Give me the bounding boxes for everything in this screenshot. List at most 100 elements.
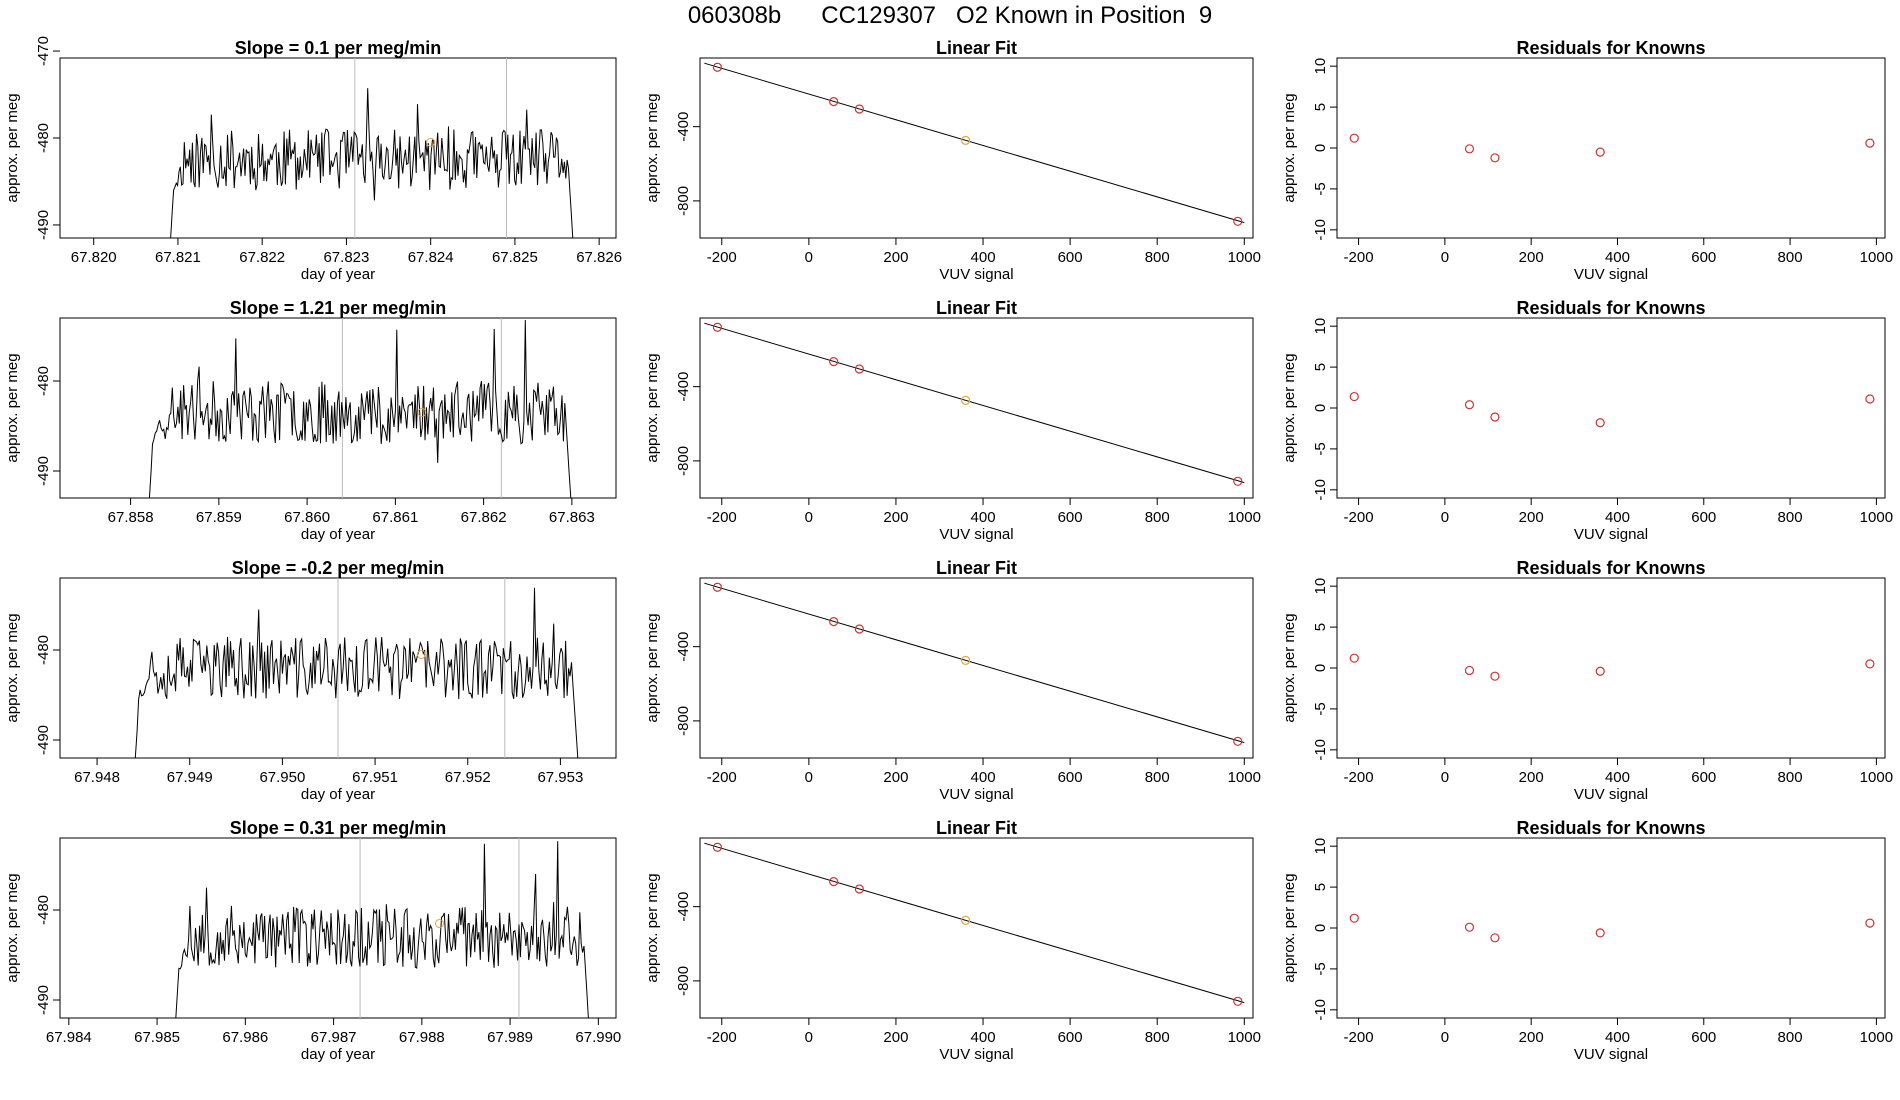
x-axis-label: day of year	[301, 1046, 375, 1063]
y-tick-label: -480	[35, 123, 52, 153]
x-tick-label: 67.985	[134, 1029, 180, 1046]
data-point	[1349, 133, 1359, 143]
x-tick-label: 600	[1058, 249, 1083, 266]
x-tick-label: 67.951	[352, 769, 398, 786]
fit-line	[704, 842, 1245, 1004]
x-axis-label: VUV signal	[1574, 786, 1648, 803]
x-tick-label: 67.861	[372, 509, 418, 526]
y-tick-label: -10	[1312, 219, 1329, 241]
x-tick-label: 200	[883, 769, 908, 786]
y-tick-label: 10	[1312, 578, 1329, 595]
x-tick-label: 400	[1605, 509, 1630, 526]
x-tick-label: 67.953	[537, 769, 583, 786]
data-point	[854, 364, 864, 374]
y-tick-label: 5	[1312, 623, 1329, 631]
x-tick-label: 67.987	[311, 1029, 357, 1046]
y-axis-label: approx. per meg	[4, 873, 21, 982]
data-trace	[148, 319, 572, 498]
data-point	[829, 357, 839, 367]
panel-title: Slope = -0.2 per meg/min	[232, 558, 445, 578]
x-axis-label: day of year	[301, 786, 375, 803]
y-axis-label: approx. per meg	[1281, 613, 1298, 722]
data-point	[712, 582, 723, 592]
data-point	[854, 104, 864, 114]
x-tick-label: 200	[883, 509, 908, 526]
y-axis-label: approx. per meg	[4, 353, 21, 462]
plot-area	[175, 838, 589, 1018]
data-point	[1595, 147, 1605, 157]
y-axis-label: approx. per meg	[644, 93, 661, 202]
y-tick-label: 5	[1312, 103, 1329, 111]
y-tick-label: -800	[675, 966, 692, 996]
x-tick-label: 67.949	[167, 769, 213, 786]
x-tick-label: 200	[1519, 769, 1544, 786]
panel-title: Slope = 0.1 per meg/min	[235, 38, 442, 58]
x-tick-label: 600	[1691, 769, 1716, 786]
panel-r4-c2: Linear Fit -200 0 200 400 600 800 1000 -800 -400 V…	[644, 818, 1261, 1063]
y-tick-label: -490	[35, 725, 52, 755]
x-tick-label: 67.948	[74, 769, 120, 786]
x-tick-label: 0	[805, 769, 813, 786]
plot-frame	[1336, 317, 1886, 499]
data-point	[1865, 138, 1875, 148]
x-tick-label: 1000	[1860, 249, 1893, 266]
data-point	[1865, 659, 1875, 669]
data-point	[1865, 394, 1875, 404]
data-point	[829, 877, 839, 887]
y-tick-label: -400	[675, 372, 692, 402]
x-tick-label: 0	[1441, 249, 1449, 266]
x-tick-label: 67.863	[549, 509, 595, 526]
x-tick-label: 800	[1778, 249, 1803, 266]
panel-title: Residuals for Knowns	[1516, 298, 1705, 318]
y-tick-label: -480	[35, 366, 52, 396]
x-tick-label: 67.988	[399, 1029, 445, 1046]
y-tick-label: -480	[35, 895, 52, 925]
x-tick-label: 600	[1691, 1029, 1716, 1046]
data-point	[1490, 671, 1500, 681]
y-tick-label: 0	[1312, 404, 1329, 412]
y-tick-label: -490	[35, 210, 52, 240]
x-tick-label: 400	[971, 1029, 996, 1046]
x-tick-label: 200	[883, 249, 908, 266]
y-axis-label: approx. per meg	[1281, 93, 1298, 202]
x-tick-label: 400	[971, 249, 996, 266]
plot-frame	[59, 317, 617, 499]
panel-title: Linear Fit	[936, 558, 1017, 578]
x-tick-label: -200	[1344, 769, 1374, 786]
y-tick-label: 0	[1312, 924, 1329, 932]
data-point	[1464, 922, 1475, 932]
y-tick-label: -470	[35, 36, 52, 66]
plot-frame	[699, 577, 1254, 759]
y-tick-label: -400	[675, 632, 692, 662]
x-tick-label: 1000	[1228, 769, 1261, 786]
x-tick-label: 1000	[1228, 249, 1261, 266]
x-tick-label: 0	[805, 1029, 813, 1046]
panel-r2-c2: Linear Fit -200 0 200 400 600 800 1000 -800 -400 V…	[644, 298, 1261, 543]
x-axis-label: VUV signal	[1574, 266, 1648, 283]
data-point	[829, 97, 839, 107]
plot-area	[704, 62, 1245, 226]
plot-frame	[699, 57, 1254, 239]
y-tick-label: -800	[675, 446, 692, 476]
y-axis-label: approx. per meg	[4, 93, 21, 202]
y-tick-label: -490	[35, 985, 52, 1015]
plot-frame	[1336, 837, 1886, 1019]
data-point	[712, 842, 723, 852]
panel-title: Residuals for Knowns	[1516, 818, 1705, 838]
highlight-point	[434, 919, 444, 928]
x-axis-label: day of year	[301, 266, 375, 283]
x-axis-label: VUV signal	[1574, 526, 1648, 543]
x-tick-label: 67.952	[445, 769, 491, 786]
y-tick-label: -5	[1312, 702, 1329, 715]
x-tick-label: 400	[971, 509, 996, 526]
data-point	[1464, 400, 1475, 410]
x-tick-label: 600	[1691, 249, 1716, 266]
x-tick-label: 400	[971, 769, 996, 786]
data-point	[854, 624, 864, 634]
y-tick-label: -800	[675, 186, 692, 216]
x-tick-label: 0	[1441, 509, 1449, 526]
data-trace	[170, 88, 574, 238]
x-tick-label: 400	[1605, 1029, 1630, 1046]
data-point	[1349, 913, 1359, 923]
x-tick-label: 67.820	[71, 249, 117, 266]
